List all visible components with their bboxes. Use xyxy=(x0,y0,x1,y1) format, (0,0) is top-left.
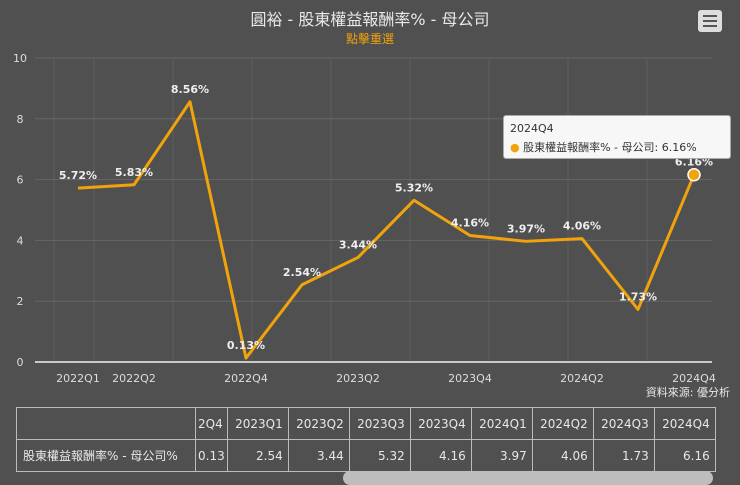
x-tick-label: 2024Q2 xyxy=(560,372,604,385)
table-cell: 3.97 xyxy=(470,439,533,472)
y-tick-label: 0 xyxy=(17,356,24,369)
data-label: 5.72% xyxy=(59,169,97,182)
table-corner xyxy=(16,407,196,440)
reset-selection-link[interactable]: 點擊重選 xyxy=(345,32,394,46)
tooltip-category: 2024Q4 xyxy=(510,122,554,135)
table-cell: 4.06 xyxy=(531,439,594,472)
x-tick-label: 2023Q2 xyxy=(336,372,380,385)
y-tick-label: 2 xyxy=(17,295,24,308)
data-label: 2.54% xyxy=(283,266,321,279)
table-cell: 5.32 xyxy=(348,439,411,472)
x-tick-label: 2022Q2 xyxy=(112,372,156,385)
data-label: 5.32% xyxy=(395,181,433,194)
table-row: 股東權益報酬率% - 母公司% 0.13 2.54 3.44 5.32 4.16 3.97 4… xyxy=(16,439,716,472)
series-line xyxy=(77,100,696,360)
tooltip-series: 股東權益報酬率% - 母公司 xyxy=(523,141,655,154)
y-tick-label: 10 xyxy=(13,52,27,65)
column-header: 2024Q2 xyxy=(531,407,594,440)
table-cell: 3.44 xyxy=(287,439,350,472)
data-label: 5.83% xyxy=(115,166,153,179)
column-header: 2023Q1 xyxy=(226,407,289,440)
column-header: 2024Q1 xyxy=(470,407,533,440)
x-tick-label: 2022Q1 xyxy=(56,372,100,385)
data-label: 4.16% xyxy=(451,217,489,230)
data-label: 3.97% xyxy=(507,222,545,235)
table-cell: 0.13 xyxy=(195,439,228,472)
column-header: 2023Q4 xyxy=(409,407,472,440)
chart-title: 圓裕 - 股東權益報酬率% - 母公司 xyxy=(250,10,490,29)
table-cell: 6.16 xyxy=(653,439,716,472)
menu-icon[interactable] xyxy=(698,10,722,32)
data-label: 1.73% xyxy=(619,290,657,303)
series-dot-icon: ● xyxy=(510,141,524,154)
source-credit: 資料來源: 優分析 xyxy=(645,386,730,399)
x-tick-label: 2024Q4 xyxy=(672,372,716,385)
column-header: 2023Q3 xyxy=(348,407,411,440)
data-label: 8.56% xyxy=(171,83,209,96)
data-label: 0.13% xyxy=(227,339,265,352)
data-label: 4.06% xyxy=(563,220,601,233)
table-cell: 4.16 xyxy=(409,439,472,472)
y-tick-label: 4 xyxy=(17,234,24,247)
tooltip: 2024Q4 ● 股東權益報酬率% - 母公司: 6.16% xyxy=(503,115,731,159)
y-tick-label: 8 xyxy=(17,113,24,126)
table-cell: 2.54 xyxy=(226,439,289,472)
column-header: 2024Q3 xyxy=(592,407,655,440)
data-table: 2Q4 2023Q1 2023Q2 2023Q3 2023Q4 2024Q1 2024Q2 2… xyxy=(16,407,716,472)
line-chart: 0 2 4 6 8 10 2022Q1 2022Q2 2022Q4 2023Q2 2023Q4 202… xyxy=(13,52,716,385)
data-label: 3.44% xyxy=(339,238,377,251)
column-header: 2024Q4 xyxy=(653,407,716,440)
hovered-point xyxy=(687,167,701,182)
x-tick-label: 2022Q4 xyxy=(224,372,268,385)
row-label: 股東權益報酬率% - 母公司% xyxy=(16,439,196,472)
column-header: 2023Q2 xyxy=(287,407,350,440)
table-header-row: 2Q4 2023Q1 2023Q2 2023Q3 2023Q4 2024Q1 2024Q2 2… xyxy=(16,407,716,440)
tooltip-value: 6.16% xyxy=(661,141,697,154)
table-cell: 1.73 xyxy=(592,439,655,472)
y-tick-label: 6 xyxy=(17,174,24,187)
table-scrollbar[interactable] xyxy=(343,471,713,485)
column-header: 2Q4 xyxy=(195,407,228,440)
x-tick-label: 2023Q4 xyxy=(448,372,492,385)
